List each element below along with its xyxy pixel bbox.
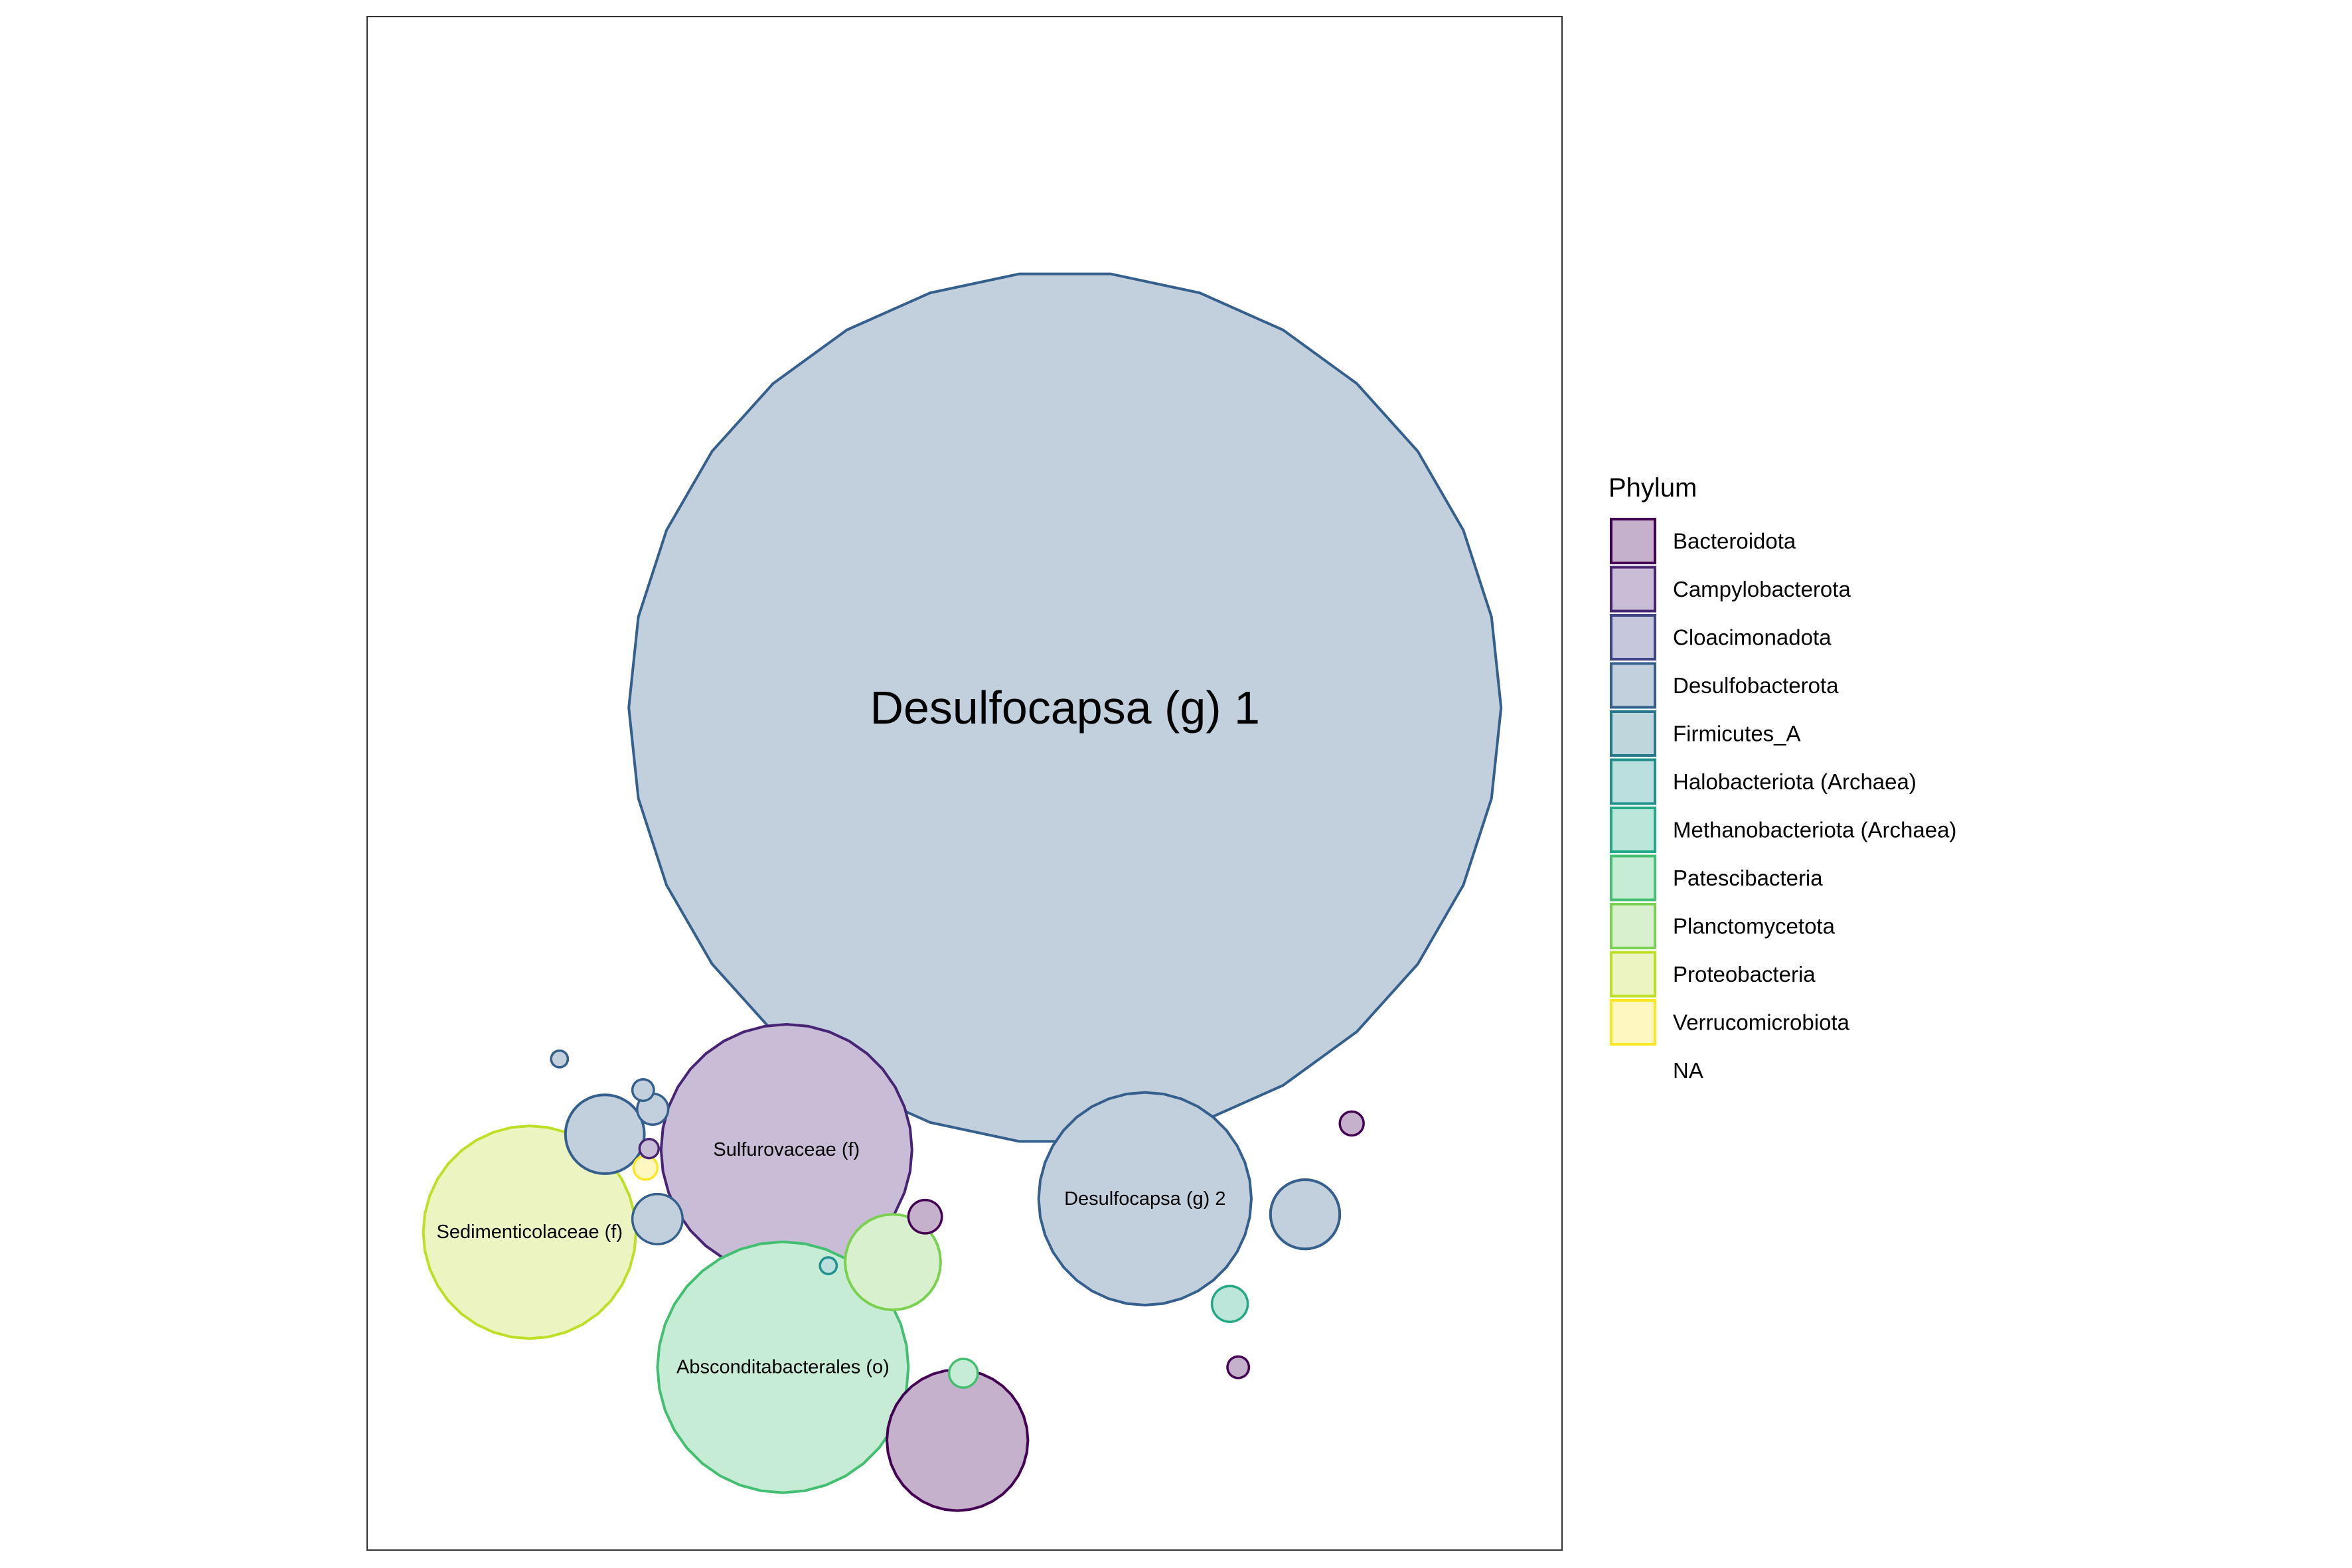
- bubble-labels-layer: Desulfocapsa (g) 1 Sulfurovaceae (f) Desul…: [437, 682, 1260, 1378]
- bubble-label-sulfurovaceae-f: Sulfurovaceae (f): [713, 1139, 860, 1160]
- legend-key-desulfobacterota: [1610, 662, 1656, 709]
- legend-label-campylobacterota: Campylobacterota: [1673, 577, 1851, 601]
- bubble-campylobacterota-18: [638, 1138, 660, 1160]
- bubble-label-desulfocapsa-g-2: Desulfocapsa (g) 2: [1064, 1188, 1225, 1210]
- bubbles-layer: [422, 272, 1503, 1512]
- legend-key-proteobacteria: [1610, 951, 1656, 998]
- legend-key-verrucomicrobiota: [1610, 999, 1656, 1046]
- bubble-halobacteriota-archaea-20: [819, 1256, 838, 1275]
- bubble-label-desulfocapsa-g-1: Desulfocapsa (g) 1: [870, 682, 1260, 734]
- bubble-bacteroidota-11: [907, 1198, 943, 1235]
- bubble-desulfocapsa-g-2: [1037, 1091, 1253, 1307]
- legend-label-firmicutes-a: Firmicutes_A: [1673, 722, 1801, 746]
- legend: Phylum Bacteroidota Campylobacterota Cloac…: [1608, 473, 1956, 1083]
- legend-title: Phylum: [1608, 473, 1697, 503]
- bubble-label-sedimenticolaceae-f: Sedimenticolaceae (f): [437, 1221, 623, 1243]
- legend-key-firmicutes-a: [1610, 710, 1656, 757]
- legend-key-cloacimonadota: [1610, 614, 1656, 661]
- legend-label-bacteroidota: Bacteroidota: [1673, 529, 1796, 554]
- bubble-methanobacteriota-archaea-10: [1210, 1285, 1249, 1323]
- legend-label-desulfobacterota: Desulfobacterota: [1673, 673, 1839, 698]
- bubble-desulfobacterota-8: [1269, 1178, 1342, 1251]
- legend-label-halobacteriota-archaea: Halobacteriota (Archaea): [1673, 769, 1917, 794]
- legend-label-planctomycetota: Planctomycetota: [1673, 914, 1836, 939]
- bubble-desulfocapsa-g-1: [627, 272, 1503, 1143]
- bubble-label-absconditabacterales-o: Absconditabacterales (o): [676, 1357, 890, 1378]
- legend-label-proteobacteria: Proteobacteria: [1673, 962, 1816, 986]
- legend-label-patescibacteria: Patescibacteria: [1673, 866, 1823, 890]
- legend-key-methanobacteriota-archaea: [1610, 807, 1656, 853]
- bubble-verrucomicrobiota-17: [632, 1154, 659, 1181]
- bubble-desulfobacterota-7: [564, 1093, 646, 1176]
- bubble-bacteroidota-15: [1338, 1110, 1365, 1137]
- bubble-desulfobacterota-19: [550, 1049, 570, 1069]
- legend-key-patescibacteria: [1610, 854, 1656, 902]
- legend-key-halobacteriota-archaea: [1610, 758, 1656, 805]
- legend-key-bacteroidota: [1610, 518, 1656, 564]
- legend-key-campylobacterota: [1610, 566, 1656, 613]
- bubble-bacteroidota-16: [1226, 1355, 1251, 1379]
- legend-label-cloacimonadota: Cloacimonadota: [1673, 625, 1832, 650]
- legend-label-na: NA: [1673, 1058, 1703, 1083]
- bubble-desulfobacterota-14: [631, 1078, 655, 1102]
- bubble-patescibacteria-13: [947, 1358, 979, 1389]
- bubble-desulfobacterota-9: [631, 1192, 684, 1245]
- legend-key-planctomycetota: [1610, 903, 1656, 949]
- panel-border: [366, 16, 1563, 1551]
- bubble-bacteroidota-5: [885, 1368, 1030, 1512]
- legend-label-methanobacteriota-archaea: Methanobacteriota (Archaea): [1673, 818, 1956, 842]
- legend-label-verrucomicrobiota: Verrucomicrobiota: [1673, 1010, 1850, 1035]
